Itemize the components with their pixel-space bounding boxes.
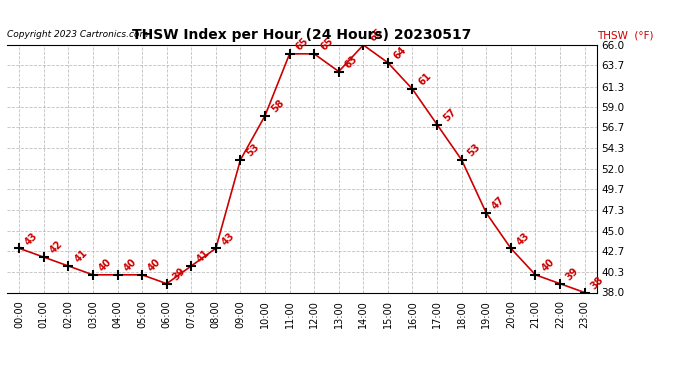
Text: 57: 57 <box>441 106 458 123</box>
Title: THSW Index per Hour (24 Hours) 20230517: THSW Index per Hour (24 Hours) 20230517 <box>132 28 471 42</box>
Text: 65: 65 <box>294 36 310 52</box>
Text: 39: 39 <box>564 266 581 282</box>
Text: 47: 47 <box>491 195 507 211</box>
Text: 41: 41 <box>72 248 89 265</box>
Text: 41: 41 <box>195 248 212 265</box>
Text: 63: 63 <box>343 54 359 70</box>
Text: 65: 65 <box>318 36 335 52</box>
Text: 40: 40 <box>97 257 114 273</box>
Text: 43: 43 <box>515 230 531 247</box>
Text: 40: 40 <box>121 257 138 273</box>
Text: 43: 43 <box>220 230 237 247</box>
Text: 64: 64 <box>392 45 408 61</box>
Text: 38: 38 <box>589 274 605 291</box>
Text: 39: 39 <box>171 266 188 282</box>
Text: 40: 40 <box>146 257 163 273</box>
Text: 40: 40 <box>540 257 556 273</box>
Text: 42: 42 <box>48 239 65 256</box>
Text: 53: 53 <box>466 142 482 159</box>
Text: 53: 53 <box>244 142 262 159</box>
Text: 66: 66 <box>368 27 384 44</box>
Text: Copyright 2023 Cartronics.com: Copyright 2023 Cartronics.com <box>7 30 148 39</box>
Text: THSW  (°F): THSW (°F) <box>597 30 653 40</box>
Text: 43: 43 <box>23 230 40 247</box>
Text: 61: 61 <box>417 71 433 88</box>
Text: 58: 58 <box>269 98 286 114</box>
